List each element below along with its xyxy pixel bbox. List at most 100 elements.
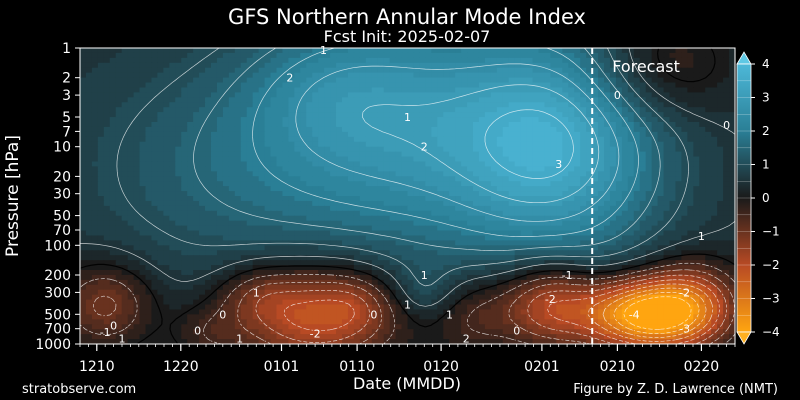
heatmap-cell [699,131,706,138]
heatmap-cell [508,67,516,74]
heatmap-cell [502,131,510,138]
heatmap-cell [437,87,444,93]
heatmap-cell [97,161,105,167]
heatmap-cell [139,161,147,167]
heatmap-cell [526,141,534,148]
heatmap-cell [455,235,462,241]
heatmap-cell [407,205,415,212]
heatmap-cell [484,230,492,237]
heatmap-cell [657,87,665,93]
heatmap-cell [532,131,540,138]
heatmap-cell [693,52,700,59]
heatmap-cell [723,97,730,103]
heatmap-cell [490,240,498,246]
heatmap-cell [336,240,343,246]
heatmap-cell [246,260,254,266]
heatmap-cell [151,112,158,118]
heatmap-cell [645,107,653,113]
heatmap-cell [556,131,563,138]
heatmap-cell [294,136,301,143]
heatmap-cell [258,146,266,153]
heatmap-cell [592,265,599,271]
heatmap-cell [353,126,361,133]
heatmap-cell [681,67,688,74]
heatmap-cell [711,112,718,118]
heatmap-cell [145,48,153,54]
heatmap-cell [377,151,385,158]
heatmap-cell [85,225,93,232]
heatmap-cell [604,77,611,84]
heatmap-cell [270,131,278,138]
heatmap-cell [288,151,295,158]
heatmap-cell [133,230,141,237]
heatmap-cell [234,131,242,138]
heatmap-cell [484,161,492,167]
heatmap-cell [532,48,540,54]
heatmap-cell [127,131,135,138]
heatmap-cell [193,166,200,172]
heatmap-cell [270,196,278,202]
heatmap-cell [496,146,504,153]
heatmap-cell [449,82,456,89]
heatmap-cell [80,186,87,192]
heatmap-cell [449,141,456,148]
heatmap-cell [80,220,87,227]
heatmap-cell [568,92,575,98]
heatmap-cell [478,215,486,222]
heatmap-cell [544,72,551,79]
heatmap-cell [276,161,284,167]
heatmap-cell [205,235,212,241]
heatmap-cell [580,265,587,271]
heatmap-cell [538,200,546,207]
heatmap-cell [127,171,135,177]
heatmap-cell [199,122,206,128]
heatmap-cell [538,196,546,202]
heatmap-cell [699,240,706,246]
heatmap-cell [282,161,289,167]
heatmap-cell [103,122,111,128]
heatmap-cell [592,112,599,118]
heatmap-cell [681,151,688,158]
heatmap-cell [139,210,147,217]
heatmap-cell [717,245,724,251]
heatmap-cell [526,126,534,133]
heatmap-cell [377,265,385,271]
heatmap-cell [717,235,724,241]
heatmap-cell [675,52,682,59]
heatmap-cell [401,112,409,118]
heatmap-cell [205,126,212,133]
heatmap-cell [383,245,391,251]
heatmap-cell [645,230,653,237]
heatmap-cell [175,102,182,108]
heatmap-cell [526,67,534,74]
heatmap-cell [556,67,563,74]
heatmap-cell [413,240,420,246]
heatmap-cell [228,250,236,256]
heatmap-cell [478,87,486,93]
heatmap-cell [312,270,319,276]
heatmap-cell [496,220,504,227]
heatmap-cell [663,176,671,182]
heatmap-cell [568,146,575,153]
heatmap-cell [353,48,361,54]
heatmap-cell [592,205,599,212]
heatmap-cell [419,72,426,79]
heatmap-cell [127,196,135,202]
heatmap-cell [729,265,735,271]
heatmap-cell [467,225,474,232]
heatmap-cell [449,191,456,197]
heatmap-cell [264,225,272,232]
heatmap-cell [484,87,492,93]
heatmap-cell [246,245,254,251]
heatmap-cell [246,205,254,212]
heatmap-cell [705,205,712,212]
heatmap-cell [342,176,349,182]
heatmap-cell [157,191,164,197]
heatmap-cell [85,67,93,74]
heatmap-cell [199,136,206,143]
heatmap-cell [401,210,409,217]
heatmap-cell [187,62,194,69]
heatmap-cell [282,126,289,133]
heatmap-cell [163,52,170,59]
heatmap-cell [484,107,492,113]
